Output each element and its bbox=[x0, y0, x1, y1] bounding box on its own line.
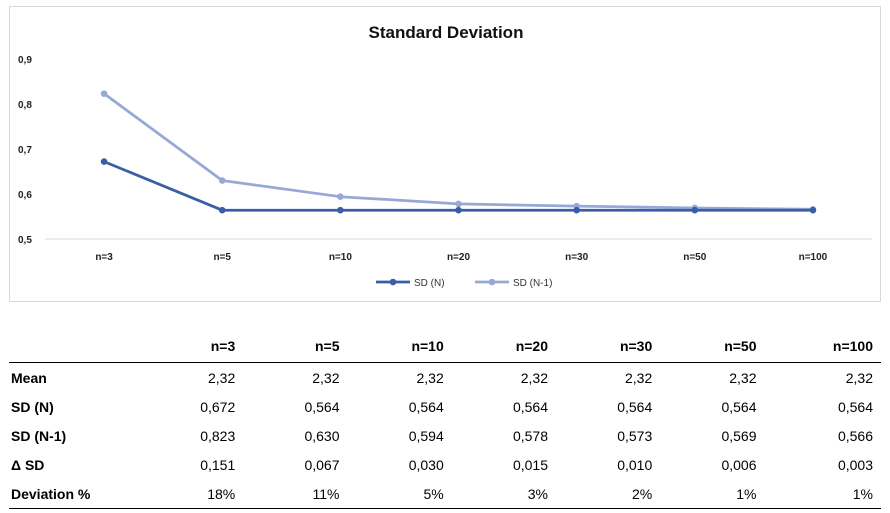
table-row: SD (N-1) 0,823 0,630 0,594 0,578 0,573 0,569 0,… bbox=[9, 421, 881, 450]
table-row: SD (N) 0,672 0,564 0,564 0,564 0,564 0,564 0,56… bbox=[9, 392, 881, 421]
table-cell: 18% bbox=[139, 479, 244, 509]
x-tick-label: n=5 bbox=[213, 252, 231, 263]
data-point-sd-n bbox=[455, 206, 462, 214]
legend-label-sd-n: SD (N) bbox=[414, 278, 445, 289]
y-tick-label: 0,9 bbox=[18, 55, 32, 66]
y-tick-label: 0,6 bbox=[18, 190, 32, 201]
data-point-sd-n-1 bbox=[100, 90, 108, 97]
series-line-sd-n-1 bbox=[103, 92, 813, 211]
table-cell: 0,823 bbox=[200, 427, 236, 444]
table-cell: 0,573 bbox=[617, 427, 653, 444]
column-header: n=20 bbox=[451, 330, 556, 363]
table-cell: 2,32 bbox=[416, 369, 444, 386]
y-tick-label: 0,7 bbox=[18, 145, 32, 156]
table-cell: 2,32 bbox=[208, 369, 236, 386]
table-cell: 2,32 bbox=[312, 369, 340, 386]
data-point-sd-n bbox=[691, 206, 699, 214]
table-cell: 0,030 bbox=[408, 456, 444, 473]
table-cell: 0,015 bbox=[512, 456, 548, 473]
table-cell: 0,006 bbox=[721, 456, 757, 473]
data-point-sd-n bbox=[337, 206, 344, 214]
stats-table: n=3 n=5 n=10 n=20 n=30 n=50 n=100 Mean 2,32 2,32… bbox=[9, 330, 881, 509]
table-cell: 0,564 bbox=[837, 398, 873, 415]
y-tick-label: 0,5 bbox=[18, 235, 32, 246]
chart-title: Standard Deviation bbox=[369, 23, 524, 42]
y-tick-label: 0,8 bbox=[18, 100, 32, 111]
table-cell: 0,564 bbox=[304, 398, 340, 415]
x-tick-label: n=30 bbox=[565, 252, 589, 263]
data-point-sd-n bbox=[100, 158, 108, 165]
table-cell: 0,594 bbox=[408, 427, 444, 444]
table-cell: 0,630 bbox=[304, 427, 340, 444]
table-cell: 0,564 bbox=[512, 398, 548, 415]
x-tick-label: n=10 bbox=[329, 252, 353, 263]
x-tick-label: n=3 bbox=[95, 252, 113, 263]
x-tick-label: n=20 bbox=[447, 252, 471, 263]
legend-label-sd-n-1: SD (N-1) bbox=[513, 278, 552, 289]
chart-panel: Standard Deviation 0,5 0,6 0,7 0,8 0,9 n=3 n=… bbox=[9, 6, 881, 302]
row-label: SD (N-1) bbox=[11, 427, 67, 444]
line-chart: Standard Deviation 0,50,60,70,80,9 n=3 n=… bbox=[18, 23, 872, 289]
table-cell: 0,564 bbox=[408, 398, 444, 415]
table-header-row: n=3 n=5 n=10 n=20 n=30 n=50 n=100 bbox=[9, 330, 881, 363]
data-point-sd-n bbox=[809, 206, 817, 214]
table-row: Mean 2,32 2,32 2,32 2,32 2,32 2,32 2,32 bbox=[9, 363, 881, 393]
legend-marker-sd-n-1 bbox=[488, 278, 496, 286]
table-cell: 0,672 bbox=[200, 398, 236, 415]
column-header: n=3 bbox=[139, 330, 244, 363]
data-point-sd-n-1 bbox=[337, 193, 344, 200]
legend: SD (N) SD (N-1) bbox=[376, 278, 552, 289]
column-header: n=50 bbox=[660, 330, 765, 363]
table-cell: 0,010 bbox=[617, 456, 653, 473]
column-header: n=10 bbox=[347, 330, 452, 363]
data-point-sd-n-1 bbox=[455, 200, 462, 208]
row-label: SD (N) bbox=[11, 398, 54, 415]
column-header: n=30 bbox=[556, 330, 661, 363]
table-cell: 3% bbox=[451, 479, 556, 509]
table-corner-cell bbox=[9, 330, 139, 363]
table-cell: 2,32 bbox=[845, 369, 873, 386]
legend-marker-sd-n bbox=[389, 278, 397, 286]
data-point-sd-n bbox=[218, 206, 226, 214]
table-cell: 0,003 bbox=[837, 456, 873, 473]
table-cell: 0,578 bbox=[512, 427, 548, 444]
table-cell: 2,32 bbox=[729, 369, 757, 386]
x-tick-label: n=50 bbox=[683, 252, 707, 263]
table-cell: 2,32 bbox=[625, 369, 653, 386]
row-label: Δ SD bbox=[11, 456, 45, 473]
table-cell: 0,151 bbox=[200, 456, 236, 473]
data-point-sd-n-1 bbox=[218, 177, 226, 184]
table-cell: 0,564 bbox=[721, 398, 757, 415]
row-label: Mean bbox=[11, 369, 47, 386]
table-body: Mean 2,32 2,32 2,32 2,32 2,32 2,32 2,32 SD (N) 0,… bbox=[9, 363, 881, 509]
table-cell: 0,569 bbox=[721, 427, 757, 444]
series-layer bbox=[100, 90, 817, 214]
table-cell: 0,564 bbox=[617, 398, 653, 415]
table-cell: 1% bbox=[660, 479, 765, 509]
column-header: n=5 bbox=[243, 330, 348, 363]
table-cell: 0,067 bbox=[304, 456, 340, 473]
row-label: Deviation % bbox=[9, 479, 139, 509]
x-tick-label: n=100 bbox=[799, 252, 828, 263]
table-cell: 2% bbox=[556, 479, 661, 509]
table-cell: 0,566 bbox=[837, 427, 873, 444]
y-axis-ticks: 0,5 0,6 0,7 0,8 0,9 bbox=[18, 55, 32, 246]
data-point-sd-n bbox=[573, 206, 580, 214]
table-cell: 11% bbox=[243, 479, 348, 509]
table-cell: 1% bbox=[764, 479, 881, 509]
column-header: n=100 bbox=[764, 330, 881, 363]
x-axis-ticks: n=3 n=5 n=10 n=20 n=30 n=50 n=100 bbox=[95, 252, 827, 263]
table-row: Δ SD 0,151 0,067 0,030 0,015 0,010 0,006 0,003 bbox=[9, 450, 881, 479]
table-cell: 2,32 bbox=[520, 369, 548, 386]
table-row: Deviation % 18% 11% 5% 3% 2% 1% 1% bbox=[9, 479, 881, 509]
table-cell: 5% bbox=[347, 479, 452, 509]
